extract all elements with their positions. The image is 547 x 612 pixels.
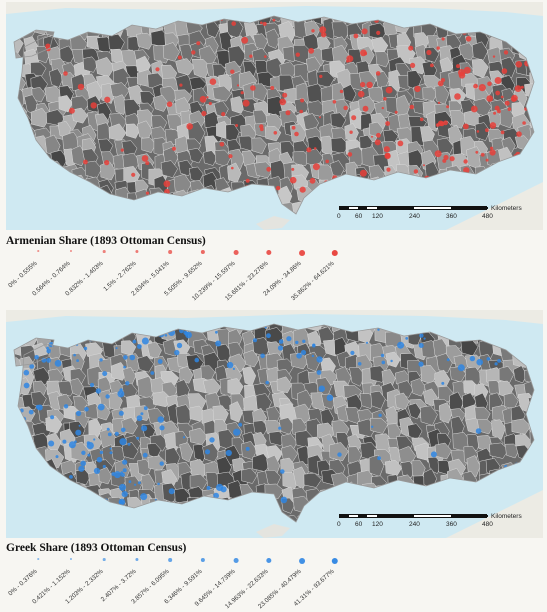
greek-legend: 0% - 0.376%0.421% - 1.152%1.203% - 2.332… [8, 556, 368, 612]
legend-dot [135, 558, 138, 561]
legend-dot [168, 558, 172, 562]
scale-tick: 60 [355, 521, 362, 528]
legend-dot [103, 558, 106, 561]
district-polygons [6, 310, 543, 538]
legend-dot [103, 250, 106, 253]
cyprus-island [256, 524, 290, 538]
legend-dot [201, 250, 205, 254]
scale-tick: 120 [372, 521, 383, 528]
armenian-legend: 0% - 0.555%0.564% - 0.764%0.832% - 1.403… [8, 248, 368, 304]
scale-tick: 60 [355, 213, 362, 220]
legend-dot [266, 558, 271, 563]
district-polygons [6, 2, 543, 230]
greek-map: 0 60 120 240 360 480 Kilometers [6, 310, 543, 538]
legend-dot [266, 250, 271, 255]
legend-dot [234, 558, 239, 563]
scale-tick: 0 [337, 213, 341, 220]
scale-tick: 360 [446, 521, 457, 528]
scale-tick: 120 [372, 213, 383, 220]
scale-tick: 360 [446, 213, 457, 220]
legend-dot [37, 250, 39, 252]
scale-bar: 0 60 120 240 360 480 Kilometers [339, 202, 529, 224]
legend-dot [135, 250, 138, 253]
scale-bar-graphic [339, 206, 487, 210]
scale-unit: Kilometers [491, 513, 522, 520]
legend-label: 0% - 0.555% [7, 260, 38, 289]
scale-bar: 0 60 120 240 360 480 Kilometers [339, 510, 529, 532]
legend-label: 0% - 0.376% [7, 568, 38, 597]
legend-item: 41.31% - 93.677% [305, 556, 339, 612]
scale-bar-graphic [339, 514, 487, 518]
scale-unit: Kilometers [491, 205, 522, 212]
scale-tick: 240 [409, 213, 420, 220]
greek-map-title: Greek Share (1893 Ottoman Census) [6, 542, 186, 554]
scale-tick: 480 [482, 521, 493, 528]
legend-dot [168, 250, 172, 254]
legend-item: 1.203% - 2.332% [74, 556, 108, 612]
legend-dot [332, 558, 338, 564]
scale-tick: 240 [409, 521, 420, 528]
cyprus-island [256, 216, 290, 230]
legend-item: 35.862% - 64.621% [305, 248, 339, 304]
armenian-map-title: Armenian Share (1893 Ottoman Census) [6, 235, 206, 247]
scale-tick: 0 [337, 521, 341, 528]
legend-dot [332, 250, 338, 256]
legend-label: 1.5% - 2.762% [102, 260, 137, 293]
scale-tick: 480 [482, 213, 493, 220]
greek-map-svg [6, 310, 543, 538]
legend-dot [234, 250, 239, 255]
armenian-map: 0 60 120 240 360 480 Kilometers [6, 2, 543, 230]
legend-item: 0.832% - 1.403% [74, 248, 108, 304]
armenian-map-svg [6, 2, 543, 230]
legend-dot [70, 558, 72, 560]
legend-dot [201, 558, 205, 562]
legend-dot [37, 558, 39, 560]
legend-dot [70, 250, 72, 252]
